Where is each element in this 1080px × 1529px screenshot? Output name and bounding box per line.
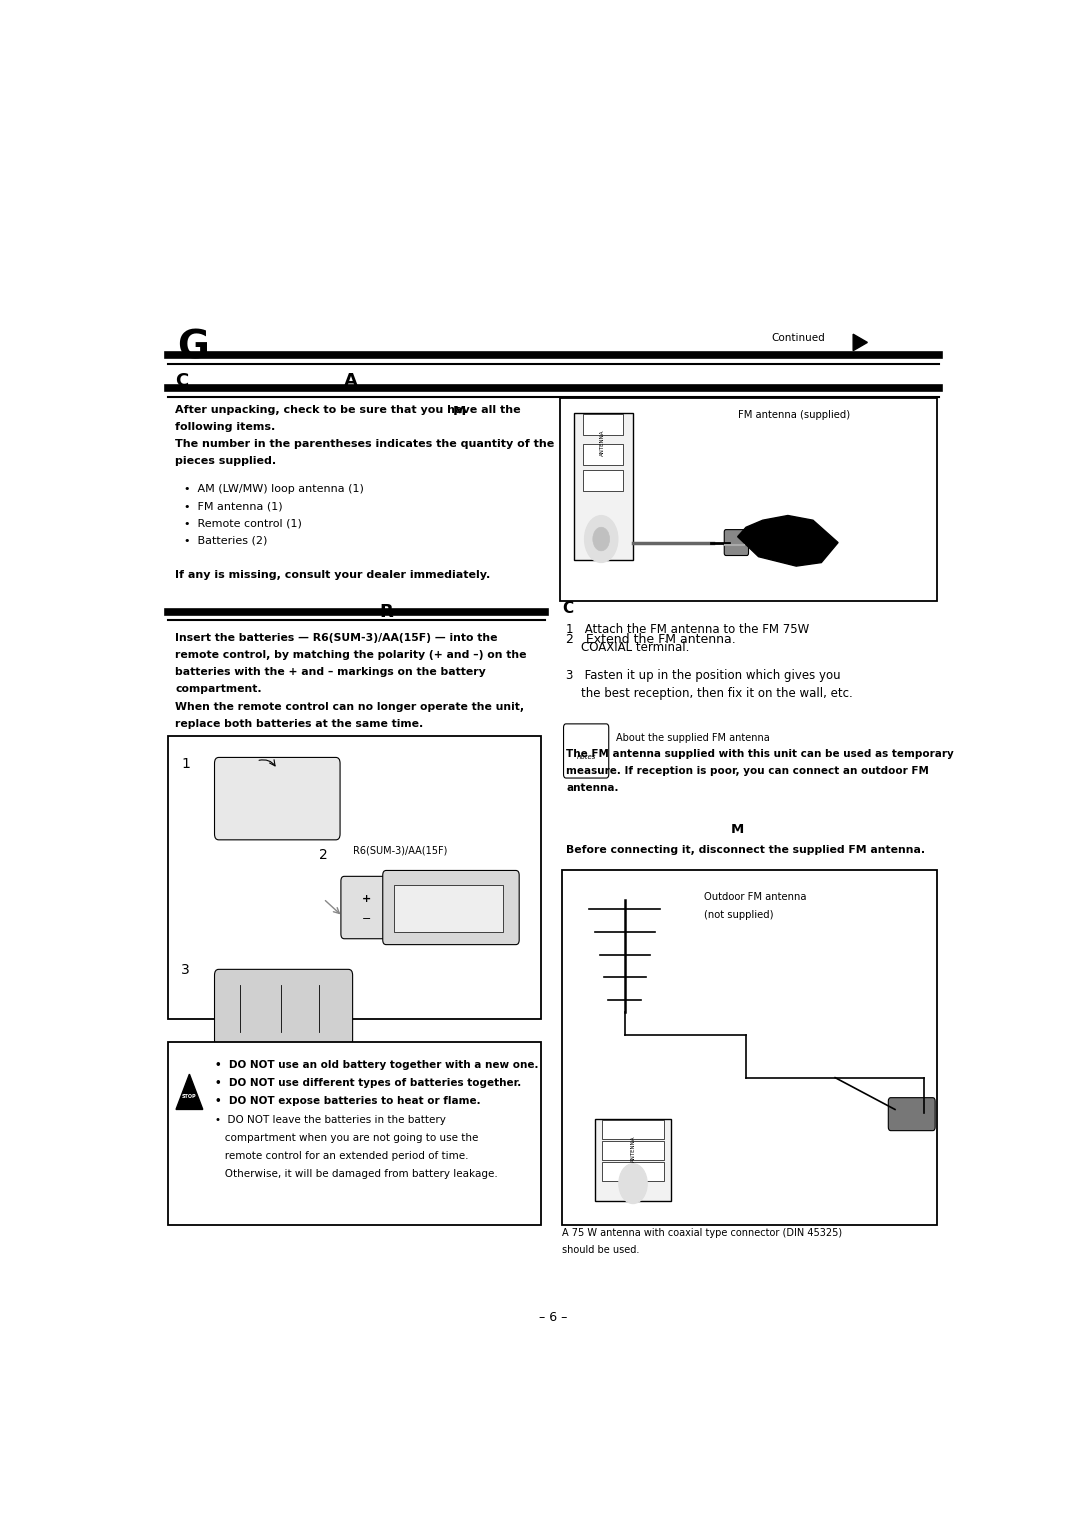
FancyBboxPatch shape (564, 723, 609, 778)
FancyBboxPatch shape (215, 757, 340, 839)
Text: M: M (454, 405, 467, 417)
Text: – 6 –: – 6 – (539, 1312, 568, 1324)
Polygon shape (738, 515, 838, 566)
Text: the best reception, then fix it on the wall, etc.: the best reception, then fix it on the w… (566, 687, 853, 700)
Text: 1: 1 (181, 757, 190, 772)
Text: •  Remote control (1): • Remote control (1) (184, 518, 301, 529)
FancyBboxPatch shape (168, 1043, 541, 1225)
FancyBboxPatch shape (575, 413, 633, 560)
FancyBboxPatch shape (562, 870, 936, 1225)
Text: •  DO NOT expose batteries to heat or flame.: • DO NOT expose batteries to heat or fla… (215, 1096, 481, 1107)
FancyBboxPatch shape (602, 1162, 664, 1182)
Text: After unpacking, check to be sure that you have all the: After unpacking, check to be sure that y… (175, 405, 525, 414)
Text: When the remote control can no longer operate the unit,: When the remote control can no longer op… (175, 702, 524, 711)
Text: R: R (379, 602, 393, 621)
FancyBboxPatch shape (583, 443, 623, 465)
Text: compartment when you are not going to use the: compartment when you are not going to us… (215, 1133, 477, 1144)
Text: Otherwise, it will be damaged from battery leakage.: Otherwise, it will be damaged from batte… (215, 1170, 497, 1179)
Text: ANTENNA: ANTENNA (631, 1135, 635, 1162)
Text: About the supplied FM antenna: About the supplied FM antenna (617, 734, 770, 743)
FancyBboxPatch shape (215, 969, 352, 1046)
Text: following items.: following items. (175, 422, 275, 431)
Text: −: − (362, 914, 372, 924)
Text: Outdoor FM antenna: Outdoor FM antenna (704, 891, 807, 902)
Circle shape (593, 528, 609, 550)
Text: M: M (731, 823, 744, 836)
Text: C: C (175, 372, 188, 390)
Text: remote control, by matching the polarity (+ and –) on the: remote control, by matching the polarity… (175, 650, 527, 661)
Text: R6(SUM-3)/AA(15F): R6(SUM-3)/AA(15F) (352, 846, 447, 856)
Text: 3: 3 (181, 963, 190, 977)
Text: 2   Extend the FM antenna.: 2 Extend the FM antenna. (566, 633, 735, 647)
Text: If any is missing, consult your dealer immediately.: If any is missing, consult your dealer i… (175, 570, 490, 579)
FancyBboxPatch shape (602, 1121, 664, 1139)
FancyBboxPatch shape (561, 398, 936, 601)
Text: •  DO NOT use an old battery together with a new one.: • DO NOT use an old battery together wit… (215, 1060, 538, 1070)
Text: pieces supplied.: pieces supplied. (175, 456, 276, 466)
FancyBboxPatch shape (382, 870, 519, 945)
FancyBboxPatch shape (583, 414, 623, 436)
Text: 3   Fasten it up in the position which gives you: 3 Fasten it up in the position which giv… (566, 668, 840, 682)
Text: batteries with the + and – markings on the battery: batteries with the + and – markings on t… (175, 667, 486, 677)
Text: STOP: STOP (183, 1093, 197, 1099)
FancyBboxPatch shape (394, 885, 503, 931)
Text: replace both batteries at the same time.: replace both batteries at the same time. (175, 719, 423, 729)
Text: C: C (563, 601, 573, 616)
Text: •  AM (LW/MW) loop antenna (1): • AM (LW/MW) loop antenna (1) (184, 485, 364, 494)
Text: Insert the batteries — R6(SUM-3)/AA(15F) — into the: Insert the batteries — R6(SUM-3)/AA(15F)… (175, 633, 498, 644)
Text: The number in the parentheses indicates the quantity of the: The number in the parentheses indicates … (175, 439, 554, 450)
Text: A: A (345, 372, 359, 390)
Text: antenna.: antenna. (566, 783, 619, 792)
Text: Before connecting it, disconnect the supplied FM antenna.: Before connecting it, disconnect the sup… (566, 844, 926, 855)
Text: 1   Attach the FM antenna to the FM 75W: 1 Attach the FM antenna to the FM 75W (566, 622, 809, 636)
FancyBboxPatch shape (595, 1119, 671, 1202)
Text: The FM antenna supplied with this unit can be used as temporary: The FM antenna supplied with this unit c… (566, 749, 954, 758)
Text: G: G (177, 329, 208, 367)
Text: ANTENNA: ANTENNA (599, 430, 605, 456)
Text: •  DO NOT leave the batteries in the battery: • DO NOT leave the batteries in the batt… (215, 1115, 445, 1125)
Text: •  FM antenna (1): • FM antenna (1) (184, 502, 282, 511)
Text: should be used.: should be used. (562, 1245, 639, 1255)
Circle shape (584, 515, 618, 563)
Text: +: + (362, 894, 372, 904)
FancyBboxPatch shape (168, 737, 541, 1018)
Polygon shape (176, 1075, 203, 1110)
Text: measure. If reception is poor, you can connect an outdoor FM: measure. If reception is poor, you can c… (566, 766, 929, 775)
Text: notes: notes (577, 754, 596, 760)
FancyBboxPatch shape (888, 1098, 935, 1130)
Polygon shape (853, 335, 867, 350)
Text: A 75 W antenna with coaxial type connector (DIN 45325): A 75 W antenna with coaxial type connect… (562, 1228, 842, 1238)
Text: 2: 2 (320, 849, 328, 862)
Text: Continued: Continued (771, 333, 825, 342)
Text: FM antenna (supplied): FM antenna (supplied) (738, 410, 850, 419)
FancyBboxPatch shape (341, 876, 393, 939)
Text: compartment.: compartment. (175, 685, 261, 694)
FancyBboxPatch shape (725, 529, 748, 555)
Text: •  Batteries (2): • Batteries (2) (184, 535, 267, 546)
Text: •  DO NOT use different types of batteries together.: • DO NOT use different types of batterie… (215, 1078, 521, 1089)
FancyBboxPatch shape (583, 469, 623, 491)
FancyBboxPatch shape (602, 1141, 664, 1161)
Text: (not supplied): (not supplied) (704, 910, 773, 920)
Circle shape (619, 1164, 647, 1203)
Text: COAXIAL terminal.: COAXIAL terminal. (566, 641, 689, 654)
Text: remote control for an extended period of time.: remote control for an extended period of… (215, 1151, 468, 1161)
